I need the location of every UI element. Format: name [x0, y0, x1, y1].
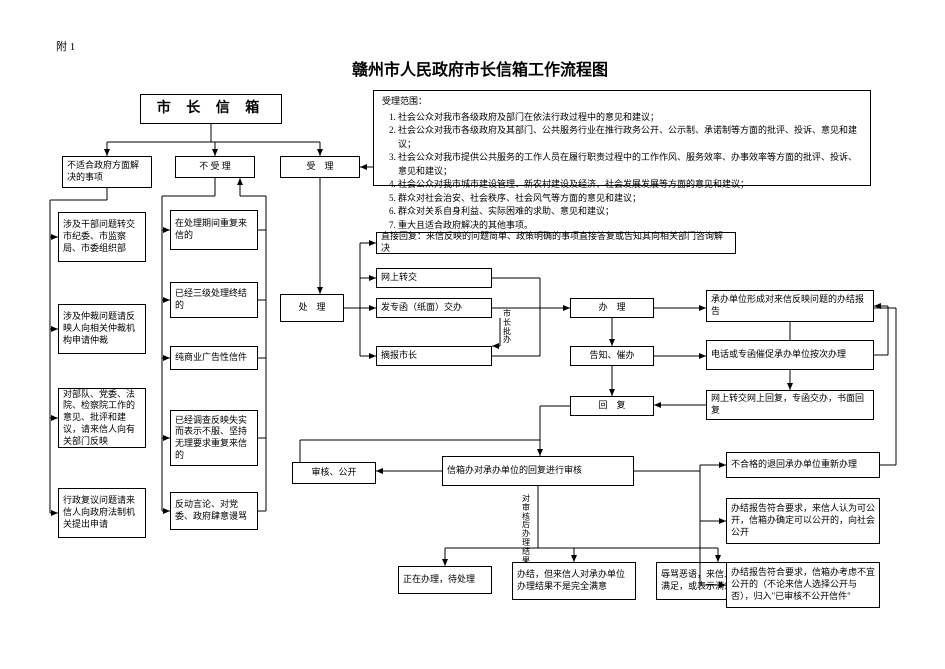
node-reply: 回 复 [570, 396, 654, 416]
node-b1-2: 涉及仲裁问题请反映人向相关仲裁机构申请仲裁 [58, 304, 146, 354]
node-root: 市 长 信 箱 [140, 94, 282, 124]
scope-item: 社会公众对我市各级政府及其部门、公共服务行业在推行政务公开、公示制、承诺制等方面… [398, 124, 862, 151]
node-label: 受 理 [306, 161, 333, 173]
flowchart-page: 附 1 赣州市人民政府市长信箱工作流程图 市 长 信 箱 受理范围： 社会公众对… [0, 0, 945, 669]
node-o5: 办结报告符合要求，来信人认为可公开，信箱办确定可以公开的，向社会公开 [726, 498, 880, 544]
node-branch1-header: 不适合政府方面解决的事项 [62, 156, 152, 188]
node-label: 网上转交网上回复，专函交办，书面回复 [711, 393, 869, 416]
node-root-label: 市 长 信 箱 [157, 100, 266, 118]
node-label: 对部队、党委、法院、检察院工作的意见、批评和建议，请来信人向有关部门反映 [63, 389, 141, 447]
node-b1-1: 涉及干部问题转交市纪委、市监察局、市委组织部 [58, 212, 146, 262]
node-label: 办结报告符合要求，信箱办考虑不宜公开的（不论来信人选择公开与否），归入"已审核不… [731, 567, 875, 602]
node-r1: 网上转交网上回复，专函交办，书面回复 [706, 390, 874, 420]
node-label: 发专函（纸面）交办 [381, 302, 462, 314]
node-p1: 直接回复：来信反映的问题简单、政策明确的事项直接答复或告知其向相关部门咨询解决 [376, 232, 736, 254]
node-b2-4: 已经调查反映失实而表示不服、坚持无理要求重复来信的 [170, 410, 258, 466]
node-h2: 告知、催办 [570, 346, 654, 366]
node-branch3-header: 受 理 [280, 156, 360, 178]
node-label: 审核、公开 [311, 467, 356, 479]
node-label: 涉及干部问题转交市纪委、市监察局、市委组织部 [63, 219, 141, 254]
node-b1-3: 对部队、党委、法院、检察院工作的意见、批评和建议，请来信人向有关部门反映 [58, 388, 146, 448]
scope-item: 重大且适合政府解决的其他事项。 [398, 219, 862, 233]
node-label: 回 复 [598, 400, 625, 412]
page-title: 赣州市人民政府市长信箱工作流程图 [300, 56, 660, 80]
scope-item: 群众对社会治安、社会秩序、社会风气等方面的意见和建议； [398, 192, 862, 206]
scope-item: 社会公众对我市提供公共服务的工作人员在履行职责过程中的工作作风、服务效率、办事效… [398, 151, 862, 178]
node-label: 不 受 理 [199, 161, 231, 173]
node-label: 不适合政府方面解决的事项 [67, 160, 147, 183]
node-label: 告知、催办 [589, 350, 634, 362]
node-h1: 承办单位形成对来信反映问题的办结报告 [706, 290, 874, 322]
node-h3: 电话或专函催促承办单位按次办理 [706, 340, 874, 370]
node-label: 直接回复：来信反映的问题简单、政策明确的事项直接答复或告知其向相关部门咨询解决 [381, 231, 731, 254]
node-label: 反动言论、对党委、政府肆意谩骂 [175, 499, 253, 522]
node-label: 办结，但来信人对承办单位办理结果不是完全满意 [517, 569, 631, 592]
attachment-label: 附 1 [56, 38, 75, 54]
node-label: 摘报市长 [381, 350, 417, 362]
vlabel-mayor: 市长批办 [502, 310, 512, 345]
node-p2: 网上转交 [376, 268, 492, 288]
node-b2-2: 已经三级处理终结的 [170, 282, 258, 318]
node-process: 处 理 [280, 294, 344, 322]
node-label: 已经调查反映失实而表示不服、坚持无理要求重复来信的 [175, 415, 253, 462]
node-label: 信箱办对承办单位的回复进行审核 [447, 465, 582, 477]
scope-header: 受理范围： [382, 95, 862, 109]
scope-box: 受理范围： 社会公众对我市各级政府及部门在依法行政过程中的意见和建议； 社会公众… [373, 90, 871, 186]
node-label: 正在办理，待处理 [403, 574, 475, 586]
node-branch2-header: 不 受 理 [175, 156, 255, 178]
node-b1-4: 行政复议问题请来信人向政府法制机关提出申请 [58, 488, 146, 538]
node-label: 涉及仲裁问题请反映人向相关仲裁机构申请仲裁 [63, 311, 141, 346]
node-o6: 办结报告符合要求，信箱办考虑不宜公开的（不论来信人选择公开与否），归入"已审核不… [726, 562, 880, 608]
scope-item: 社会公众对我市城市建设管理、新农村建设及经济、社会发展发展等方面的意见和建议； [398, 178, 862, 192]
node-label: 承办单位形成对来信反映问题的办结报告 [711, 294, 869, 317]
node-label: 电话或专函催促承办单位按次办理 [711, 349, 846, 361]
scope-item: 群众对关系自身利益、实际困难的求助、意见和建议； [398, 205, 862, 219]
node-label: 办结报告符合要求，来信人认为可公开，信箱办确定可以公开的，向社会公开 [731, 503, 875, 538]
node-review: 审核、公开 [292, 462, 376, 484]
node-b2-3: 纯商业广告性信件 [170, 346, 258, 370]
node-o4: 不合格的退回承办单位重新办理 [726, 452, 880, 478]
node-label: 已经三级处理终结的 [175, 288, 253, 311]
scope-item: 社会公众对我市各级政府及部门在依法行政过程中的意见和建议； [398, 111, 862, 125]
node-label: 不合格的退回承办单位重新办理 [731, 459, 857, 471]
node-label: 在处理期间重复来信的 [175, 218, 253, 241]
node-p3: 发专函（纸面）交办 [376, 298, 492, 318]
node-b2-5: 反动言论、对党委、政府肆意谩骂 [170, 492, 258, 530]
node-o1: 正在办理，待处理 [398, 566, 492, 594]
node-label: 纯商业广告性信件 [175, 352, 247, 364]
node-o2: 办结，但来信人对承办单位办理结果不是完全满意 [512, 562, 636, 600]
node-label: 办 理 [598, 302, 625, 314]
scope-list: 社会公众对我市各级政府及部门在依法行政过程中的意见和建议； 社会公众对我市各级政… [382, 111, 862, 233]
node-handle: 办 理 [570, 298, 654, 318]
node-label: 行政复议问题请来信人向政府法制机关提出申请 [63, 495, 141, 530]
node-label: 网上转交 [381, 272, 417, 284]
node-label: 处 理 [298, 302, 325, 314]
node-p4: 摘报市长 [376, 346, 492, 366]
node-b2-1: 在处理期间重复来信的 [170, 210, 258, 250]
node-review-note: 信箱办对承办单位的回复进行审核 [442, 456, 634, 486]
